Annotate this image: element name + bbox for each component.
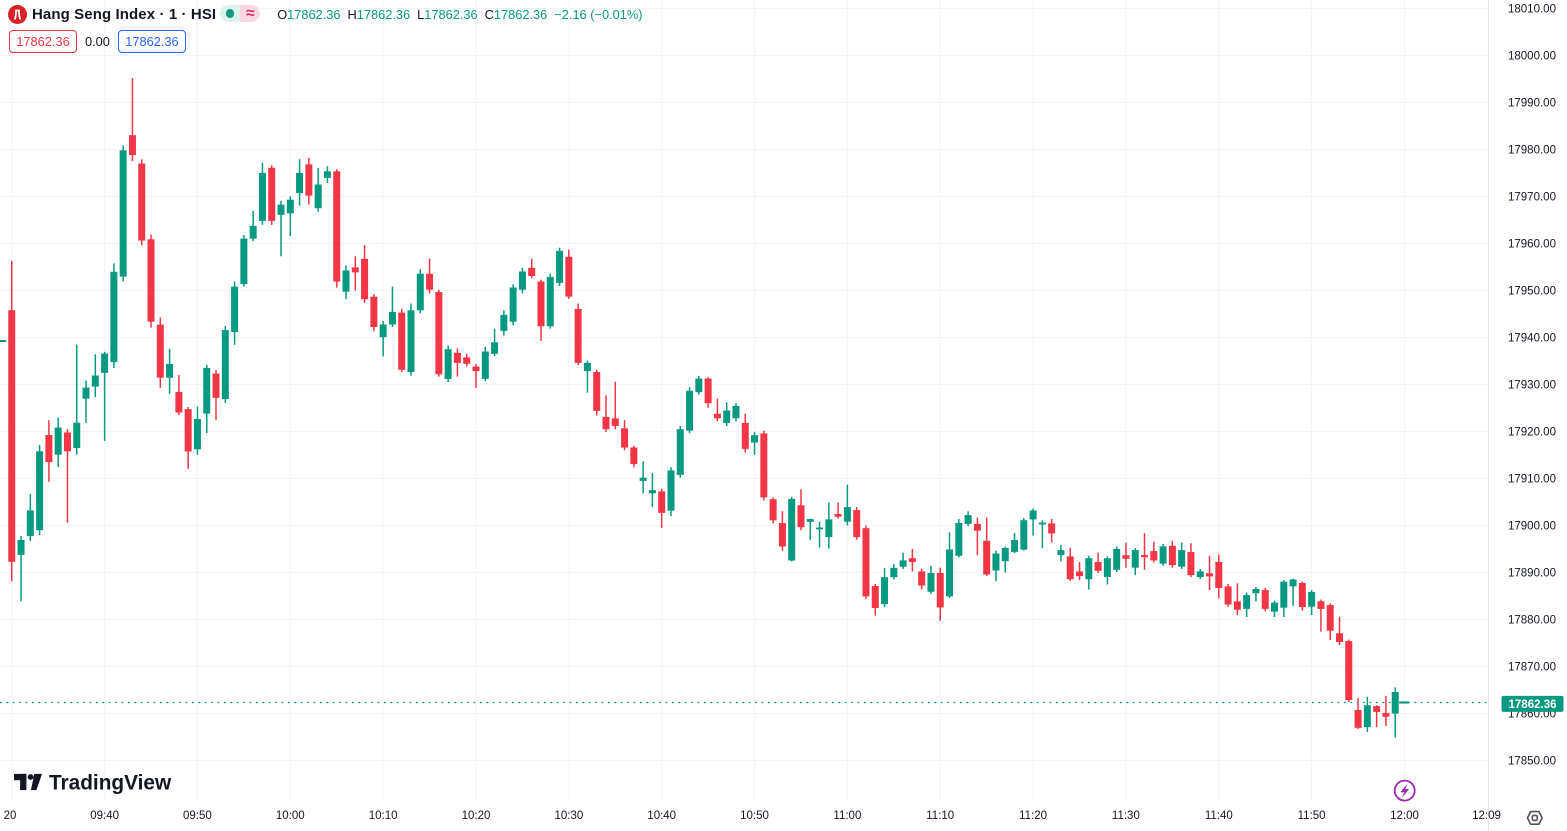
svg-text:10:30: 10:30: [555, 810, 584, 822]
svg-text:20: 20: [4, 810, 17, 822]
svg-text:17940.00: 17940.00: [1508, 332, 1556, 344]
svg-text:17910.00: 17910.00: [1508, 473, 1556, 485]
svg-text:10:40: 10:40: [647, 810, 676, 822]
svg-text:17960.00: 17960.00: [1508, 238, 1556, 250]
svg-text:TradingView: TradingView: [49, 772, 172, 795]
svg-text:09:40: 09:40: [90, 810, 119, 822]
svg-text:11:40: 11:40: [1205, 810, 1233, 822]
svg-text:17970.00: 17970.00: [1508, 191, 1556, 203]
svg-text:17950.00: 17950.00: [1508, 285, 1556, 297]
svg-text:17990.00: 17990.00: [1508, 97, 1556, 109]
svg-text:10:20: 10:20: [462, 810, 491, 822]
svg-text:10:00: 10:00: [276, 810, 305, 822]
svg-text:17980.00: 17980.00: [1508, 144, 1556, 156]
svg-text:17930.00: 17930.00: [1508, 379, 1556, 391]
svg-text:17850.00: 17850.00: [1508, 755, 1556, 767]
svg-text:18010.00: 18010.00: [1508, 3, 1556, 15]
svg-text:18000.00: 18000.00: [1508, 50, 1556, 62]
svg-text:10:10: 10:10: [369, 810, 398, 822]
svg-text:17890.00: 17890.00: [1508, 567, 1556, 579]
svg-text:11:20: 11:20: [1019, 810, 1047, 822]
svg-text:17862.36: 17862.36: [1509, 699, 1557, 711]
svg-text:10:50: 10:50: [740, 810, 769, 822]
svg-text:17870.00: 17870.00: [1508, 661, 1556, 673]
svg-text:17900.00: 17900.00: [1508, 520, 1556, 532]
svg-text:11:50: 11:50: [1298, 810, 1326, 822]
svg-text:12:00: 12:00: [1390, 810, 1419, 822]
svg-text:11:10: 11:10: [926, 810, 954, 822]
svg-text:11:30: 11:30: [1112, 810, 1140, 822]
svg-text:11:00: 11:00: [833, 810, 861, 822]
svg-text:17920.00: 17920.00: [1508, 426, 1556, 438]
svg-text:09:50: 09:50: [183, 810, 212, 822]
svg-text:17880.00: 17880.00: [1508, 614, 1556, 626]
svg-text:12:09: 12:09: [1472, 810, 1501, 822]
